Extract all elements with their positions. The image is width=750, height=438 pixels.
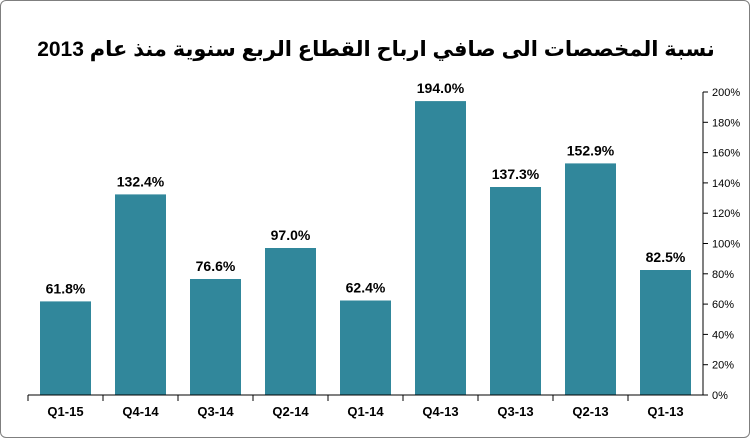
chart-title: نسبة المخصصات الى صافي ارباح القطاع الرب…: [37, 38, 715, 61]
y-tick-label-0: 0%: [712, 390, 728, 402]
x-tick-label-q2-13: Q2-13: [572, 404, 608, 419]
data-label-q2-14: 97.0%: [271, 227, 311, 243]
bar-q1-15: [40, 301, 91, 395]
bar-q2-14: [265, 248, 316, 395]
bar-q2-13: [565, 163, 616, 395]
bar-q1-13: [640, 270, 691, 395]
x-tick-label-q3-13: Q3-13: [497, 404, 533, 419]
x-tick-label-q3-14: Q3-14: [197, 404, 234, 419]
bar-q3-13: [490, 187, 541, 395]
y-tick-label-6: 120%: [712, 208, 740, 220]
bar-q4-14: [115, 194, 166, 395]
y-tick-label-4: 80%: [712, 269, 734, 281]
x-tick-label-q1-13: Q1-13: [647, 404, 683, 419]
data-label-q2-13: 152.9%: [567, 142, 615, 158]
x-tick-label-q1-15: Q1-15: [47, 404, 83, 419]
y-tick-label-8: 160%: [712, 148, 740, 160]
y-tick-label-5: 100%: [712, 239, 740, 251]
data-label-q4-14: 132.4%: [117, 173, 165, 189]
data-label-q3-13: 137.3%: [492, 166, 540, 182]
bar-q4-13: [415, 101, 466, 395]
y-tick-label-7: 140%: [712, 178, 740, 190]
data-label-q4-13: 194.0%: [417, 80, 465, 96]
x-tick-label-q4-13: Q4-13: [422, 404, 458, 419]
bar-q1-14: [340, 300, 391, 395]
data-label-q1-15: 61.8%: [46, 280, 86, 296]
y-tick-label-3: 60%: [712, 299, 734, 311]
data-label-q3-14: 76.6%: [196, 258, 236, 274]
x-tick-label-q4-14: Q4-14: [122, 404, 159, 419]
data-label-q1-14: 62.4%: [346, 280, 386, 296]
x-tick-label-q1-14: Q1-14: [347, 404, 384, 419]
y-tick-label-9: 180%: [712, 117, 740, 129]
y-tick-label-1: 20%: [712, 360, 734, 372]
x-tick-label-q2-14: Q2-14: [272, 404, 309, 419]
y-tick-label-10: 200%: [712, 87, 740, 99]
y-tick-label-2: 40%: [712, 329, 734, 341]
data-label-q1-13: 82.5%: [646, 249, 686, 265]
bar-q3-14: [190, 279, 241, 395]
